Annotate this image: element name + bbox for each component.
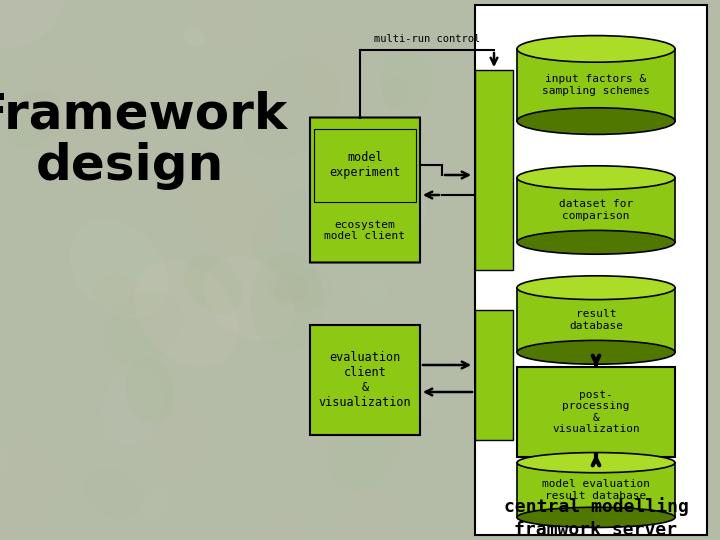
FancyBboxPatch shape	[310, 325, 420, 435]
Text: central modelling
framwork server: central modelling framwork server	[503, 497, 688, 538]
FancyBboxPatch shape	[517, 178, 675, 242]
Ellipse shape	[381, 48, 432, 116]
FancyBboxPatch shape	[314, 129, 416, 201]
FancyBboxPatch shape	[517, 463, 675, 517]
FancyBboxPatch shape	[475, 70, 513, 270]
Ellipse shape	[184, 28, 205, 46]
Ellipse shape	[252, 189, 341, 272]
Ellipse shape	[126, 360, 153, 396]
Ellipse shape	[517, 340, 675, 364]
Ellipse shape	[517, 507, 675, 528]
Text: post-
processing
&
visualization: post- processing & visualization	[552, 389, 640, 434]
Ellipse shape	[343, 122, 364, 137]
Text: ecosystem
model client: ecosystem model client	[325, 220, 405, 241]
Text: model
experiment: model experiment	[329, 151, 400, 179]
FancyBboxPatch shape	[310, 118, 420, 262]
Ellipse shape	[517, 231, 675, 254]
FancyBboxPatch shape	[475, 310, 513, 440]
Ellipse shape	[84, 469, 143, 518]
Ellipse shape	[517, 453, 675, 472]
Ellipse shape	[388, 191, 426, 238]
Ellipse shape	[153, 406, 207, 478]
Text: evaluation
client
&
visualization: evaluation client & visualization	[319, 351, 411, 409]
Ellipse shape	[135, 261, 238, 367]
Ellipse shape	[517, 36, 675, 62]
Ellipse shape	[368, 425, 453, 489]
Ellipse shape	[6, 89, 60, 148]
Ellipse shape	[69, 219, 168, 319]
Ellipse shape	[184, 254, 243, 315]
FancyBboxPatch shape	[517, 367, 675, 457]
Ellipse shape	[22, 218, 63, 249]
FancyBboxPatch shape	[517, 49, 675, 121]
FancyBboxPatch shape	[475, 5, 707, 535]
Ellipse shape	[264, 515, 305, 540]
Ellipse shape	[177, 146, 210, 185]
Ellipse shape	[301, 32, 362, 112]
Ellipse shape	[102, 291, 182, 365]
Text: multi-run control: multi-run control	[374, 34, 480, 44]
Ellipse shape	[149, 269, 214, 350]
Ellipse shape	[0, 0, 64, 49]
Ellipse shape	[336, 489, 400, 540]
Text: Framework
design: Framework design	[0, 90, 287, 190]
Ellipse shape	[241, 56, 339, 159]
Ellipse shape	[250, 254, 324, 352]
Ellipse shape	[274, 268, 333, 312]
Ellipse shape	[0, 441, 58, 536]
Ellipse shape	[24, 63, 125, 163]
Text: result
database: result database	[569, 309, 623, 331]
Text: dataset for
comparison: dataset for comparison	[559, 199, 633, 221]
Text: input factors &
sampling schemes: input factors & sampling schemes	[542, 74, 650, 96]
Ellipse shape	[125, 359, 175, 423]
Ellipse shape	[91, 274, 146, 316]
Ellipse shape	[419, 399, 435, 420]
Text: model evaluation
result database: model evaluation result database	[542, 479, 650, 501]
Ellipse shape	[185, 169, 281, 255]
Ellipse shape	[192, 0, 262, 46]
Ellipse shape	[358, 280, 388, 304]
Ellipse shape	[517, 276, 675, 300]
Ellipse shape	[517, 166, 675, 190]
Ellipse shape	[517, 108, 675, 134]
Ellipse shape	[204, 256, 295, 341]
Ellipse shape	[384, 78, 407, 108]
Ellipse shape	[328, 408, 399, 490]
Ellipse shape	[101, 368, 163, 446]
FancyBboxPatch shape	[517, 288, 675, 352]
Ellipse shape	[268, 272, 308, 303]
Ellipse shape	[168, 66, 241, 154]
Ellipse shape	[141, 489, 170, 522]
Ellipse shape	[0, 449, 11, 472]
